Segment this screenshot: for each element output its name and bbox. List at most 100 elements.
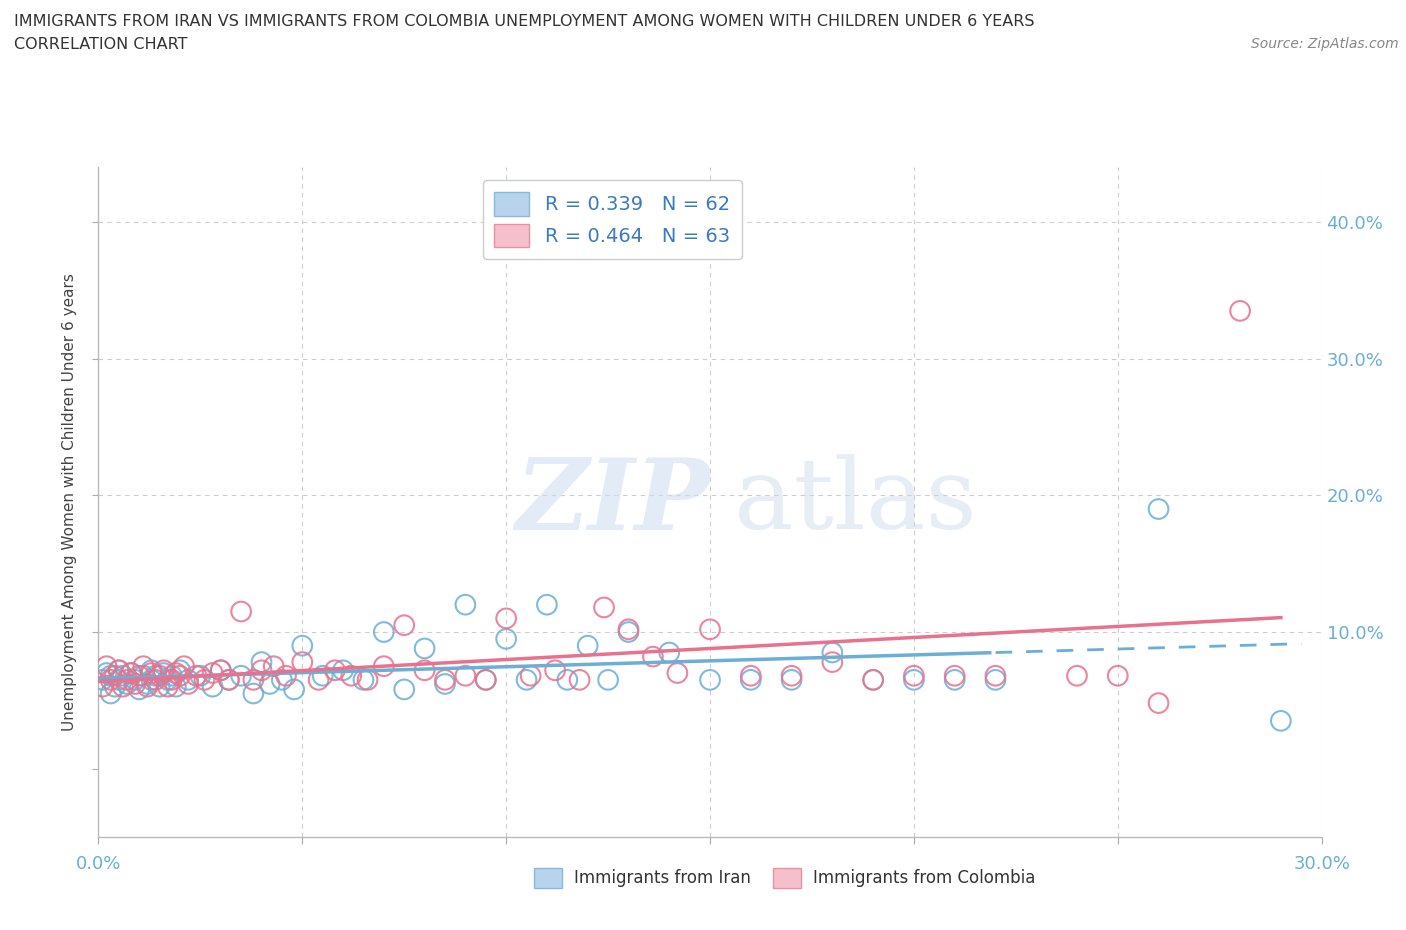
Text: CORRELATION CHART: CORRELATION CHART <box>14 37 187 52</box>
Point <box>165 666 187 681</box>
Point <box>495 631 517 646</box>
Point <box>160 672 183 687</box>
Text: Source: ZipAtlas.com: Source: ZipAtlas.com <box>1251 37 1399 51</box>
Point <box>160 669 183 684</box>
Point <box>340 669 363 684</box>
Point <box>104 669 127 684</box>
Text: atlas: atlas <box>734 454 977 551</box>
Point <box>434 672 457 687</box>
Point <box>120 666 142 681</box>
Text: IMMIGRANTS FROM IRAN VS IMMIGRANTS FROM COLOMBIA UNEMPLOYMENT AMONG WOMEN WITH C: IMMIGRANTS FROM IRAN VS IMMIGRANTS FROM … <box>14 14 1035 29</box>
Point <box>132 658 155 673</box>
Point <box>536 597 558 612</box>
Point <box>263 658 285 673</box>
Point <box>291 638 314 653</box>
Point <box>474 672 498 687</box>
Point <box>100 686 122 701</box>
Point <box>740 672 762 687</box>
Point <box>434 676 457 691</box>
Point <box>413 663 436 678</box>
Point <box>495 611 517 626</box>
Point <box>209 663 232 678</box>
Point <box>557 672 579 687</box>
Point <box>308 672 330 687</box>
Point <box>156 679 179 694</box>
Point <box>568 672 591 687</box>
Point <box>392 682 416 697</box>
Point <box>454 597 477 612</box>
Point <box>259 676 281 691</box>
Point <box>108 672 131 687</box>
Point <box>156 672 179 687</box>
Point <box>519 669 541 684</box>
Point <box>332 663 354 678</box>
Point <box>152 663 174 678</box>
Point <box>124 672 146 687</box>
Point <box>312 669 335 684</box>
Point <box>666 666 689 681</box>
Point <box>145 672 167 687</box>
Point <box>132 669 155 684</box>
Point <box>141 672 163 687</box>
Legend: R = 0.339   N = 62, R = 0.464   N = 63: R = 0.339 N = 62, R = 0.464 N = 63 <box>482 180 742 259</box>
Point <box>108 663 131 678</box>
Text: Immigrants from Colombia: Immigrants from Colombia <box>813 869 1035 887</box>
Point <box>474 672 498 687</box>
Point <box>658 645 681 660</box>
Point <box>100 669 122 684</box>
Point <box>641 649 664 664</box>
Point <box>104 679 127 694</box>
Point <box>128 682 150 697</box>
Point <box>984 672 1007 687</box>
Point <box>598 672 620 687</box>
Point <box>862 672 884 687</box>
Point <box>1147 696 1170 711</box>
Point <box>270 672 294 687</box>
Point <box>780 672 803 687</box>
Point <box>821 655 844 670</box>
Point <box>1107 669 1129 684</box>
Point <box>250 663 273 678</box>
Point <box>201 666 224 681</box>
Point <box>177 672 200 687</box>
Point <box>1229 303 1251 318</box>
Point <box>177 676 200 691</box>
Point <box>699 622 721 637</box>
Point <box>274 669 297 684</box>
Point <box>617 622 640 637</box>
Point <box>544 663 567 678</box>
Point <box>373 625 395 640</box>
Y-axis label: Unemployment Among Women with Children Under 6 years: Unemployment Among Women with Children U… <box>62 273 77 731</box>
Point <box>231 604 253 619</box>
Point <box>699 672 721 687</box>
Point <box>149 669 172 684</box>
Point <box>593 600 616 615</box>
Point <box>862 672 884 687</box>
Point <box>149 679 172 694</box>
Point <box>218 672 240 687</box>
Point <box>188 669 212 684</box>
Point <box>291 655 314 670</box>
Point <box>780 669 803 684</box>
Point <box>115 672 138 687</box>
Point <box>128 669 150 684</box>
Point <box>96 658 118 673</box>
Point <box>115 676 138 691</box>
Text: 0.0%: 0.0% <box>76 855 121 872</box>
Point <box>576 638 599 653</box>
Point <box>145 669 167 684</box>
Point <box>218 672 240 687</box>
Point <box>120 666 142 681</box>
Point <box>454 669 477 684</box>
Text: ZIP: ZIP <box>515 454 710 551</box>
Point <box>516 672 538 687</box>
Point <box>186 669 208 684</box>
Point <box>984 669 1007 684</box>
Point <box>124 676 146 691</box>
Point <box>373 658 395 673</box>
Point <box>111 679 134 694</box>
Point <box>201 679 224 694</box>
Point <box>231 669 253 684</box>
Point <box>943 672 966 687</box>
Point <box>323 663 346 678</box>
